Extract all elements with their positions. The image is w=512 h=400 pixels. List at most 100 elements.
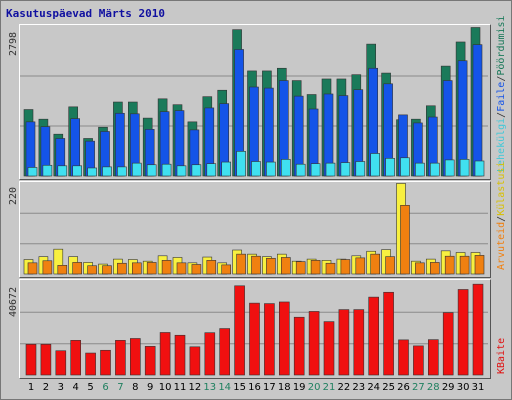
- bar-kbytes-22: [338, 309, 350, 376]
- bar-pages-19: [295, 163, 306, 177]
- bar-pages-9: [146, 164, 157, 177]
- day-label-23: 23: [352, 382, 366, 393]
- bar-sites-15: [236, 253, 246, 275]
- bar-sites-2: [42, 260, 53, 275]
- bar-pages-26: [400, 157, 410, 177]
- day-label-20: 20: [307, 382, 321, 393]
- bar-pages-23: [355, 161, 366, 177]
- bar-sites-3: [57, 265, 68, 275]
- bar-pages-18: [280, 159, 291, 177]
- bar-pages-30: [459, 159, 470, 177]
- bar-pages-21: [325, 162, 336, 177]
- bar-kbytes-1: [25, 343, 37, 376]
- day-label-2: 2: [42, 382, 50, 393]
- bar-pages-17: [266, 161, 276, 177]
- bar-pages-25: [385, 158, 395, 177]
- bar-sites-12: [191, 264, 202, 275]
- day-label-14: 14: [218, 382, 232, 393]
- bar-sites-23: [355, 257, 366, 275]
- bar-kbytes-29: [442, 312, 454, 376]
- bar-pages-7: [117, 166, 127, 177]
- bar-pages-28: [429, 162, 440, 177]
- bar-kbytes-5: [85, 352, 96, 376]
- day-label-30: 30: [456, 382, 470, 393]
- day-label-25: 25: [382, 382, 395, 393]
- bar-kbytes-21: [323, 321, 335, 376]
- bar-pages-2: [42, 164, 53, 177]
- bar-kbytes-16: [249, 302, 260, 376]
- bar-sites-17: [266, 257, 276, 275]
- bar-sites-1: [27, 262, 38, 275]
- bar-pages-12: [191, 164, 202, 177]
- day-label-9: 9: [147, 382, 154, 393]
- bar-sites-22: [340, 259, 351, 275]
- bar-kbytes-17: [264, 303, 275, 376]
- bar-sites-6: [102, 265, 112, 275]
- bar-kbytes-3: [55, 350, 67, 376]
- bar-pages-15: [236, 151, 246, 177]
- day-label-11: 11: [173, 382, 187, 393]
- bar-kbytes-18: [278, 301, 290, 376]
- bar-sites-29: [444, 255, 455, 275]
- day-label-21: 21: [322, 382, 336, 393]
- bar-pages-31: [474, 160, 485, 177]
- day-label-22: 22: [337, 382, 351, 393]
- day-label-10: 10: [158, 382, 172, 393]
- day-label-29: 29: [441, 382, 455, 393]
- bar-kbytes-26: [398, 339, 409, 376]
- bar-sites-27: [415, 262, 425, 275]
- day-label-15: 15: [233, 382, 246, 393]
- bar-pages-8: [132, 162, 142, 177]
- bar-sites-26: [400, 205, 410, 275]
- bar-kbytes-2: [40, 343, 52, 376]
- bar-pages-3: [57, 165, 68, 177]
- bar-pages-4: [72, 165, 82, 177]
- bar-kbytes-14: [219, 328, 230, 376]
- day-label-3: 3: [57, 382, 64, 393]
- bar-kbytes-7: [115, 340, 126, 376]
- day-label-26: 26: [397, 382, 410, 393]
- bar-pages-11: [176, 165, 187, 177]
- day-label-18: 18: [277, 382, 291, 393]
- bar-files-31: [472, 44, 483, 177]
- bar-sites-7: [117, 262, 127, 275]
- bar-kbytes-30: [457, 289, 469, 376]
- bar-sites-31: [474, 255, 485, 275]
- day-label-27: 27: [412, 382, 425, 393]
- bar-kbytes-28: [427, 339, 439, 376]
- bar-kbytes-8: [130, 338, 141, 376]
- bar-pages-24: [370, 153, 381, 177]
- bar-kbytes-27: [413, 345, 424, 376]
- day-label-31: 31: [471, 382, 485, 393]
- bar-sites-20: [310, 260, 321, 275]
- bar-sites-18: [280, 257, 291, 275]
- bar-pages-5: [87, 167, 97, 177]
- bar-sites-11: [176, 262, 187, 275]
- bar-sites-25: [385, 256, 395, 275]
- day-label-24: 24: [367, 382, 381, 393]
- bar-pages-10: [161, 163, 172, 177]
- bar-sites-9: [146, 262, 157, 275]
- day-label-4: 4: [72, 382, 79, 393]
- bar-kbytes-11: [174, 334, 186, 376]
- day-label-13: 13: [203, 382, 217, 393]
- bar-kbytes-4: [70, 340, 81, 376]
- bar-sites-13: [206, 260, 217, 275]
- bar-kbytes-12: [189, 346, 201, 376]
- bar-kbytes-20: [308, 311, 320, 376]
- day-label-1: 1: [27, 382, 35, 393]
- bar-pages-29: [444, 159, 455, 177]
- bar-kbytes-13: [204, 332, 216, 376]
- day-label-6: 6: [102, 382, 109, 393]
- bar-sites-14: [221, 264, 231, 275]
- bar-kbytes-10: [159, 332, 171, 376]
- bar-pages-1: [27, 167, 38, 177]
- bar-sites-4: [72, 262, 82, 275]
- bar-sites-28: [429, 262, 440, 275]
- bar-kbytes-19: [293, 316, 305, 376]
- bar-pages-14: [221, 161, 231, 177]
- bar-pages-20: [310, 163, 321, 177]
- day-label-16: 16: [248, 382, 261, 393]
- bar-pages-6: [102, 166, 112, 177]
- bar-kbytes-15: [234, 285, 245, 376]
